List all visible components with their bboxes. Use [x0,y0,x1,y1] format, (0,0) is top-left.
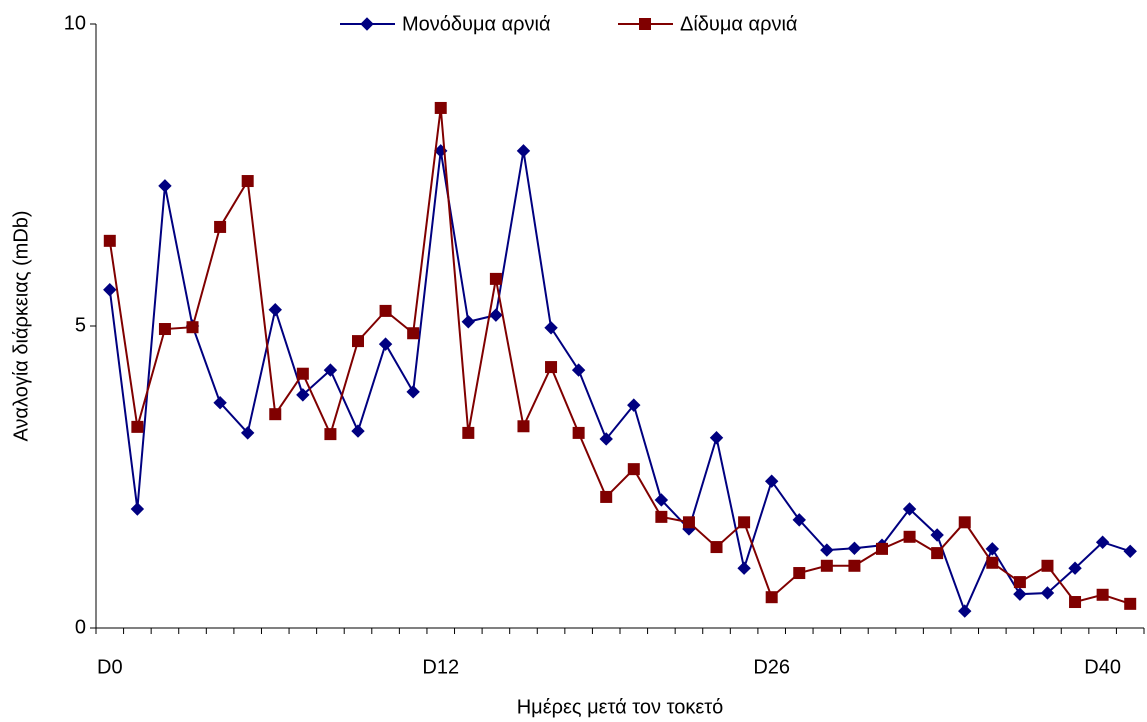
point [489,308,503,322]
point [903,530,916,543]
point [1069,596,1082,609]
x-tick-label: D40 [1084,656,1121,678]
y-axis-label: Αναλογία διάρκειας (mDb) [10,210,32,441]
point [600,490,613,503]
point [545,361,558,374]
point [1013,587,1027,601]
point [131,420,144,433]
point [324,428,337,441]
point [930,528,944,542]
point [269,408,282,421]
x-tick-label: D12 [422,656,459,678]
point [1123,544,1137,558]
point [130,502,145,516]
point [296,367,309,380]
point [792,513,806,527]
point [654,493,669,507]
point [461,315,476,329]
point [876,542,888,555]
point [296,388,310,402]
y-tick-label: 5 [75,314,86,336]
point [986,556,999,569]
point [462,426,475,439]
point [489,272,502,285]
point [655,510,668,523]
point [158,323,171,336]
point [1095,535,1110,549]
point [352,335,364,348]
point [931,547,944,560]
y-tick-label: 10 [64,12,86,34]
point [1068,561,1082,575]
point [158,179,172,193]
point [572,426,585,439]
y-tick-label: 0 [75,616,86,638]
point [820,543,834,557]
point [848,559,861,572]
point [764,474,779,488]
point [213,396,227,410]
point [379,304,392,317]
point [544,321,558,335]
point [516,144,531,158]
point [958,604,972,618]
point [627,398,641,412]
point [360,17,374,31]
point [639,18,651,30]
point [571,363,586,377]
point [709,431,724,445]
point [434,101,447,114]
point [985,542,1000,556]
x-tick-label: D0 [97,656,123,678]
point [1096,588,1109,601]
point [793,567,806,580]
series-line [108,107,1131,605]
point [1013,576,1026,589]
point [323,363,338,377]
x-axis-label: Ημέρες μετά τον τοκετό [517,696,724,718]
point [738,516,751,529]
point [351,424,365,438]
point [103,234,116,247]
point [599,432,613,446]
point [710,541,723,554]
point [241,175,254,188]
point [737,561,751,575]
x-tick-label: D26 [753,656,790,678]
point [902,502,917,516]
point [765,591,778,604]
point [268,302,282,317]
point [1124,597,1137,610]
point [847,541,862,555]
point [186,321,199,334]
legend-label: Μονόδυμα αρνιά [402,13,551,35]
point [627,463,640,476]
point [103,283,117,297]
legend-label: Δίδυμα αρνιά [680,13,797,35]
point [240,426,255,440]
point [378,337,393,351]
point [1041,559,1054,572]
point [517,420,530,433]
point [958,516,971,529]
point [406,385,420,399]
point [820,559,833,572]
series-line [108,150,1131,614]
point [1040,586,1055,600]
point [682,516,695,529]
point [214,220,227,233]
point [407,327,420,340]
